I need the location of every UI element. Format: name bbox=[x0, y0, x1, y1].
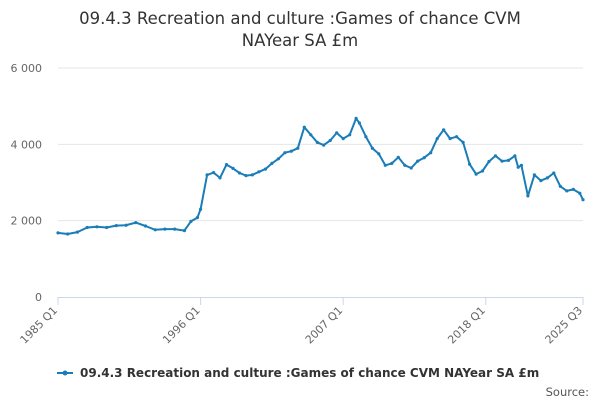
data-point[interactable] bbox=[85, 225, 89, 230]
series-layer bbox=[56, 116, 585, 236]
data-point[interactable] bbox=[124, 223, 128, 227]
data-point[interactable] bbox=[250, 173, 254, 177]
data-point[interactable] bbox=[565, 189, 569, 193]
data-point[interactable] bbox=[416, 159, 420, 163]
data-point[interactable] bbox=[212, 171, 216, 175]
data-point[interactable] bbox=[403, 163, 407, 167]
x-tick-label: 2025 Q3 bbox=[543, 304, 586, 347]
legend-entry-label: 09.4.3 Recreation and culture :Games of … bbox=[80, 366, 539, 380]
data-point[interactable] bbox=[348, 133, 352, 137]
data-point[interactable] bbox=[480, 169, 485, 173]
data-point[interactable] bbox=[95, 225, 99, 229]
data-point[interactable] bbox=[571, 187, 575, 191]
data-point[interactable] bbox=[513, 154, 517, 158]
data-point[interactable] bbox=[289, 149, 293, 153]
y-axis: 0 2 000 4 000 6 000 bbox=[11, 62, 43, 304]
data-point[interactable] bbox=[105, 225, 109, 230]
data-point[interactable] bbox=[296, 146, 300, 150]
data-point[interactable] bbox=[322, 143, 326, 147]
data-point[interactable] bbox=[257, 170, 261, 174]
data-point[interactable] bbox=[199, 207, 203, 211]
data-point[interactable] bbox=[552, 171, 556, 175]
data-point[interactable] bbox=[539, 179, 543, 183]
legend-point-marker bbox=[62, 370, 68, 376]
data-point[interactable] bbox=[516, 165, 520, 169]
data-point[interactable] bbox=[163, 227, 167, 231]
x-tick-label: 2018 Q1 bbox=[445, 304, 488, 347]
y-tick-label: 0 bbox=[35, 291, 42, 304]
data-point[interactable] bbox=[409, 166, 413, 170]
data-point[interactable] bbox=[429, 151, 433, 155]
data-point[interactable] bbox=[474, 172, 478, 176]
data-point[interactable] bbox=[189, 219, 193, 223]
data-point[interactable] bbox=[519, 163, 524, 167]
data-point[interactable] bbox=[581, 198, 585, 202]
data-point[interactable] bbox=[448, 137, 452, 141]
data-point[interactable] bbox=[390, 161, 394, 165]
data-point[interactable] bbox=[134, 221, 138, 225]
y-tick-label: 4 000 bbox=[11, 138, 43, 151]
data-point[interactable] bbox=[244, 174, 248, 178]
data-point[interactable] bbox=[75, 230, 79, 234]
data-point[interactable] bbox=[66, 232, 70, 236]
data-point[interactable] bbox=[309, 133, 313, 137]
source-credit[interactable]: Source: bbox=[546, 385, 589, 399]
data-point[interactable] bbox=[218, 176, 222, 180]
data-point[interactable] bbox=[422, 156, 426, 160]
data-point[interactable] bbox=[455, 135, 459, 139]
data-point[interactable] bbox=[500, 159, 504, 163]
data-point[interactable] bbox=[435, 137, 439, 141]
data-point[interactable] bbox=[143, 224, 148, 228]
data-point[interactable] bbox=[396, 155, 400, 159]
data-point[interactable] bbox=[224, 163, 229, 167]
data-point[interactable] bbox=[506, 158, 511, 162]
data-point[interactable] bbox=[468, 162, 472, 166]
x-axis: 1985 Q1 1996 Q1 2007 Q1 2018 Q1 2025 Q3 bbox=[18, 297, 586, 347]
data-point[interactable] bbox=[153, 228, 157, 232]
data-point[interactable] bbox=[341, 137, 345, 141]
data-point[interactable] bbox=[545, 176, 550, 180]
series-line-0[interactable] bbox=[57, 117, 584, 235]
chart-title-line-2: NAYear SA £m bbox=[242, 31, 358, 50]
data-point[interactable] bbox=[532, 173, 537, 177]
data-point[interactable] bbox=[302, 125, 306, 129]
data-point[interactable] bbox=[328, 138, 332, 143]
data-point[interactable] bbox=[173, 227, 177, 231]
data-point[interactable] bbox=[195, 216, 199, 220]
data-point[interactable] bbox=[461, 140, 465, 144]
data-point[interactable] bbox=[442, 128, 446, 132]
x-tick-label: 1985 Q1 bbox=[18, 304, 61, 347]
data-point[interactable] bbox=[283, 151, 287, 155]
data-point[interactable] bbox=[114, 224, 118, 228]
y-tick-label: 2 000 bbox=[11, 215, 43, 228]
data-point[interactable] bbox=[231, 166, 235, 170]
data-point[interactable] bbox=[383, 163, 387, 167]
x-tick-label: 2007 Q1 bbox=[303, 304, 346, 347]
data-point[interactable] bbox=[357, 121, 361, 125]
chart-title-line-1: 09.4.3 Recreation and culture :Games of … bbox=[79, 9, 521, 28]
data-point[interactable] bbox=[487, 159, 491, 164]
data-point[interactable] bbox=[182, 229, 186, 233]
data-point[interactable] bbox=[263, 167, 267, 171]
data-point[interactable] bbox=[270, 161, 274, 165]
data-point[interactable] bbox=[370, 146, 374, 150]
data-point[interactable] bbox=[526, 194, 530, 198]
data-point[interactable] bbox=[558, 184, 562, 188]
legend[interactable]: 09.4.3 Recreation and culture :Games of … bbox=[57, 366, 539, 380]
x-tick-label: 1996 Q1 bbox=[160, 304, 203, 347]
data-point[interactable] bbox=[578, 191, 582, 195]
data-point[interactable] bbox=[377, 152, 381, 156]
data-point[interactable] bbox=[364, 135, 368, 139]
data-point[interactable] bbox=[335, 131, 339, 135]
data-point[interactable] bbox=[493, 154, 498, 158]
y-tick-label: 6 000 bbox=[11, 62, 43, 75]
data-point[interactable] bbox=[56, 231, 60, 235]
data-point[interactable] bbox=[237, 171, 242, 175]
data-point[interactable] bbox=[276, 157, 280, 161]
data-point[interactable] bbox=[205, 173, 209, 177]
data-point[interactable] bbox=[354, 116, 358, 120]
data-point[interactable] bbox=[315, 140, 319, 144]
